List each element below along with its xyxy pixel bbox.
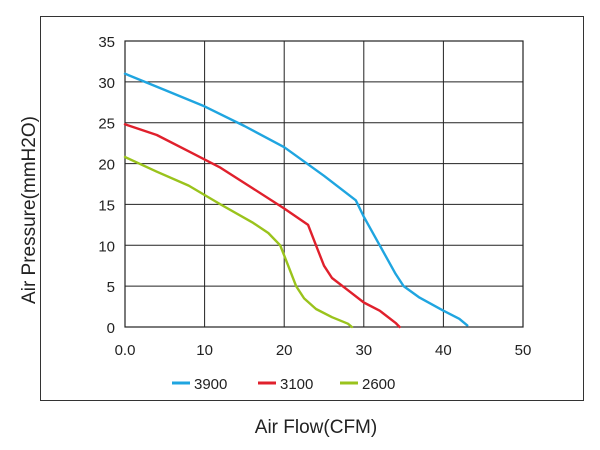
series-line-3100 — [123, 123, 401, 329]
x-tick-label: 40 — [435, 342, 452, 359]
x-tick-label: 30 — [355, 342, 372, 359]
series-line-3900 — [123, 72, 469, 327]
x-tick-label: 10 — [196, 342, 213, 359]
legend-label-2600: 2600 — [362, 376, 395, 393]
x-tick-label: 20 — [276, 342, 293, 359]
plot-border — [124, 40, 524, 328]
y-axis-label: Air Pressure(mmH2O) — [19, 116, 40, 304]
legend-label-3900: 3900 — [194, 376, 227, 393]
y-tick-label: 10 — [98, 238, 115, 255]
y-tick-label: 25 — [98, 116, 115, 133]
y-tick-label: 20 — [98, 157, 115, 174]
x-tick-label: 0.0 — [115, 342, 136, 359]
chart-frame — [40, 16, 584, 401]
x-axis-label: Air Flow(CFM) — [254, 417, 378, 438]
legend-label-3100: 3100 — [280, 376, 313, 393]
y-tick-label: 35 — [98, 34, 115, 51]
y-tick-label: 30 — [98, 75, 115, 92]
y-tick-label: 0 — [107, 320, 115, 337]
x-tick-label: 50 — [515, 342, 532, 359]
series-line-2600 — [123, 155, 354, 329]
y-tick-label: 5 — [107, 279, 115, 296]
y-tick-label: 15 — [98, 197, 115, 214]
